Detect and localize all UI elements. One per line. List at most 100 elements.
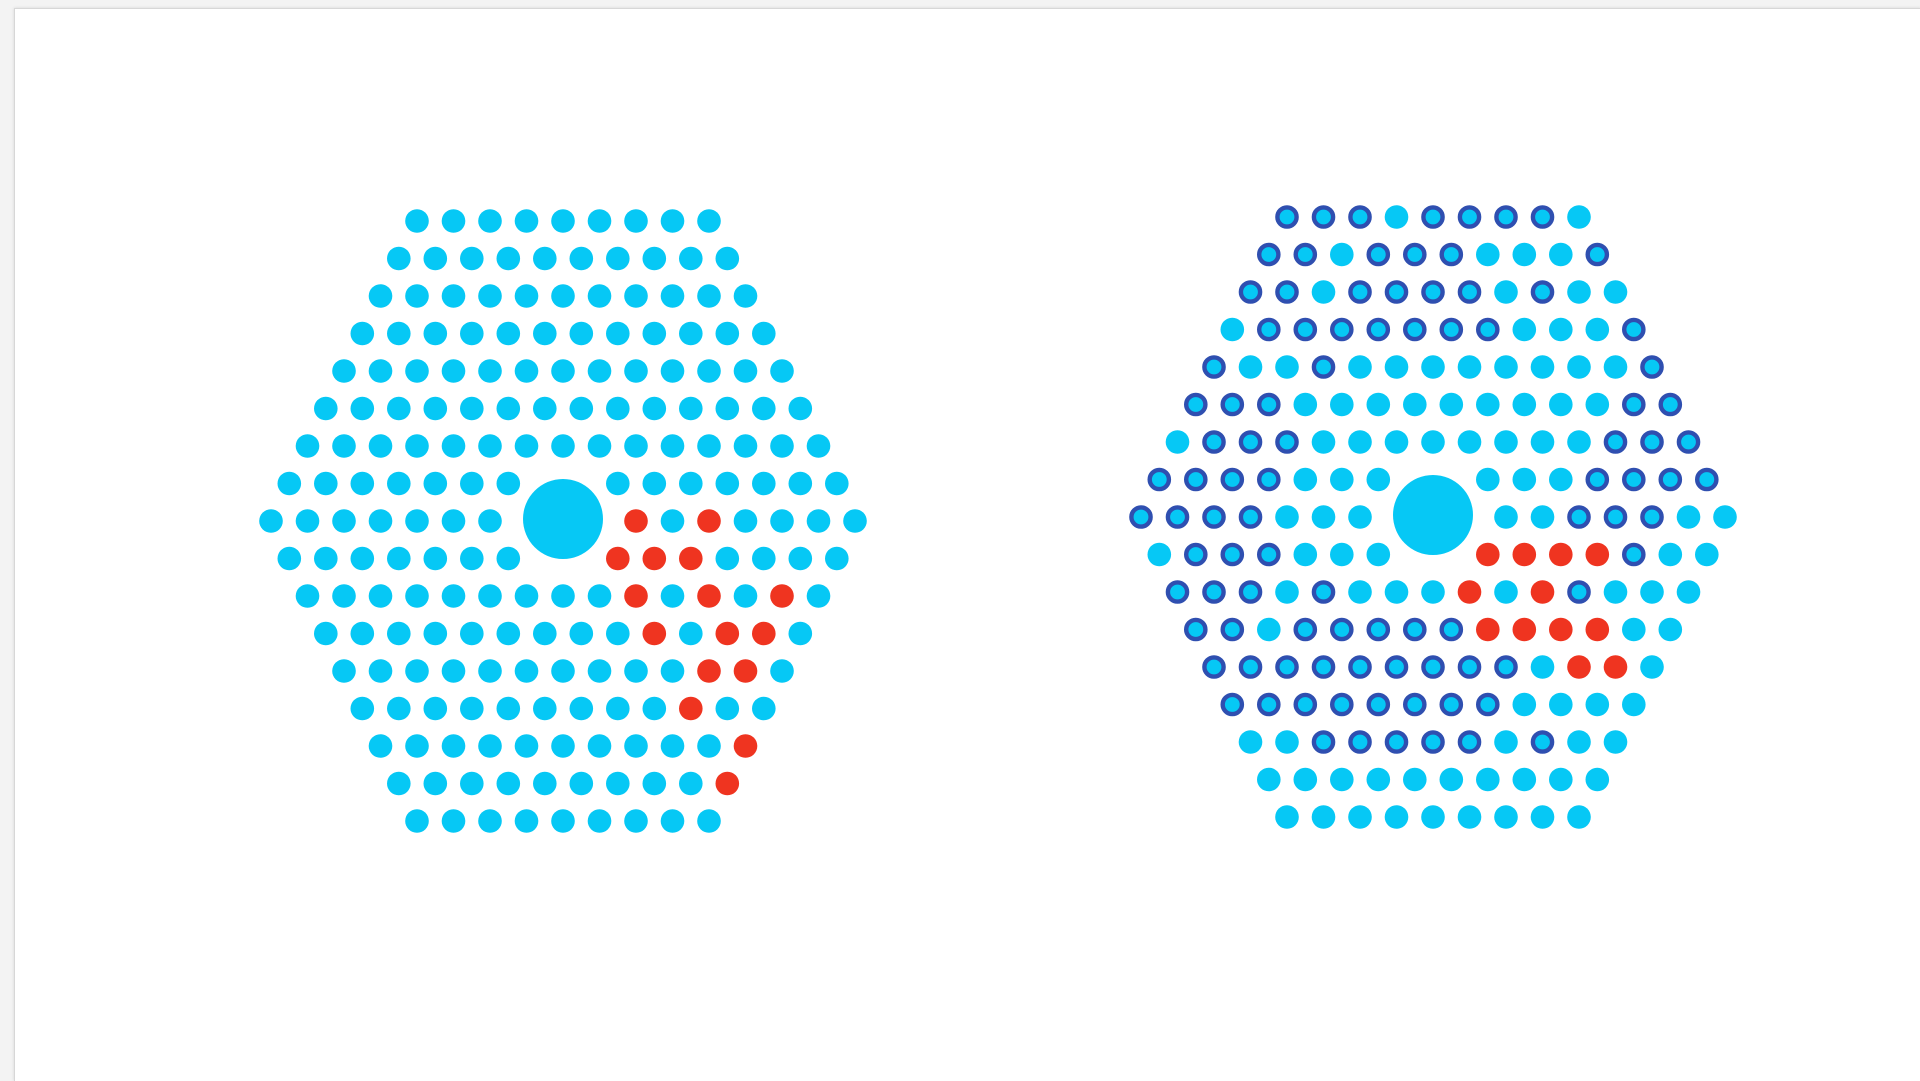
light-dot <box>1275 805 1299 829</box>
ringed-dot <box>1277 432 1296 451</box>
ringed-dot <box>1661 470 1680 489</box>
light-dot <box>424 697 448 721</box>
ringed-dot <box>1204 432 1223 451</box>
light-dot <box>1494 730 1518 754</box>
red-dot <box>624 509 648 533</box>
ringed-dot <box>1569 507 1588 526</box>
ringed-dot <box>1679 432 1698 451</box>
ringed-dot <box>1423 732 1442 751</box>
light-dot <box>1567 730 1591 754</box>
light-dot <box>551 734 575 758</box>
light-dot <box>460 247 484 271</box>
light-dot <box>314 397 338 421</box>
light-dot <box>661 434 685 458</box>
light-dot <box>643 772 667 796</box>
ringed-dot <box>1588 470 1607 489</box>
light-dot <box>424 547 448 571</box>
ringed-dot <box>1478 695 1497 714</box>
light-dot <box>497 622 521 646</box>
light-dot <box>697 209 721 233</box>
light-dot <box>1294 768 1318 792</box>
light-dot <box>405 584 429 608</box>
light-dot <box>789 472 813 496</box>
light-dot <box>1476 768 1500 792</box>
light-dot <box>1458 430 1482 454</box>
light-dot <box>825 547 849 571</box>
light-dot <box>387 472 411 496</box>
ringed-dot <box>1405 620 1424 639</box>
light-dot <box>1549 393 1573 417</box>
ringed-dot <box>1624 545 1643 564</box>
light-dot <box>1586 393 1610 417</box>
light-dot <box>570 322 594 346</box>
ringed-dot <box>1442 620 1461 639</box>
ringed-dot <box>1314 582 1333 601</box>
light-dot <box>697 434 721 458</box>
light-dot <box>1586 318 1610 342</box>
light-dot <box>351 397 375 421</box>
ringed-dot <box>1259 320 1278 339</box>
light-dot <box>1494 280 1518 304</box>
light-dot <box>1567 430 1591 454</box>
light-dot <box>1403 393 1427 417</box>
light-dot <box>606 322 630 346</box>
red-dot <box>643 547 667 571</box>
ringed-dot <box>1296 245 1315 264</box>
ringed-dot <box>1332 695 1351 714</box>
light-dot <box>606 472 630 496</box>
light-dot <box>752 547 776 571</box>
light-dot <box>460 622 484 646</box>
light-dot <box>332 509 356 533</box>
light-dot <box>460 472 484 496</box>
light-dot <box>1421 430 1445 454</box>
ringed-dot <box>1478 320 1497 339</box>
ringed-dot <box>1223 695 1242 714</box>
light-dot <box>1330 468 1354 492</box>
ringed-dot <box>1533 207 1552 226</box>
light-dot <box>1257 618 1281 642</box>
light-dot <box>1549 243 1573 267</box>
ringed-dot <box>1606 507 1625 526</box>
light-dot <box>588 584 612 608</box>
light-dot <box>624 434 648 458</box>
light-dot <box>734 509 758 533</box>
light-dot <box>278 547 302 571</box>
ringed-dot <box>1642 432 1661 451</box>
light-dot <box>770 359 794 383</box>
light-dot <box>716 397 740 421</box>
light-dot <box>424 322 448 346</box>
light-dot <box>716 472 740 496</box>
light-dot <box>497 397 521 421</box>
ringed-dot <box>1442 320 1461 339</box>
light-dot <box>1275 580 1299 604</box>
light-dot <box>1275 505 1299 529</box>
light-dot <box>1531 805 1555 829</box>
light-dot <box>1604 280 1628 304</box>
central-core-circle <box>523 479 603 559</box>
light-dot <box>405 809 429 833</box>
light-dot <box>497 697 521 721</box>
light-dot <box>1604 730 1628 754</box>
light-dot <box>1385 430 1409 454</box>
light-dot <box>259 509 283 533</box>
light-dot <box>588 359 612 383</box>
light-dot <box>551 584 575 608</box>
light-dot <box>570 772 594 796</box>
light-dot <box>442 509 466 533</box>
right-hexagon-panel <box>1131 205 1736 829</box>
light-dot <box>661 509 685 533</box>
light-dot <box>1549 768 1573 792</box>
ringed-dot <box>1369 620 1388 639</box>
light-dot <box>679 247 703 271</box>
light-dot <box>1421 355 1445 379</box>
light-dot <box>515 434 539 458</box>
light-dot <box>606 247 630 271</box>
light-dot <box>1385 805 1409 829</box>
light-dot <box>497 472 521 496</box>
ringed-dot <box>1241 432 1260 451</box>
ringed-dot <box>1296 320 1315 339</box>
light-dot <box>497 772 521 796</box>
light-dot <box>1604 580 1628 604</box>
light-dot <box>1330 243 1354 267</box>
light-dot <box>1294 468 1318 492</box>
